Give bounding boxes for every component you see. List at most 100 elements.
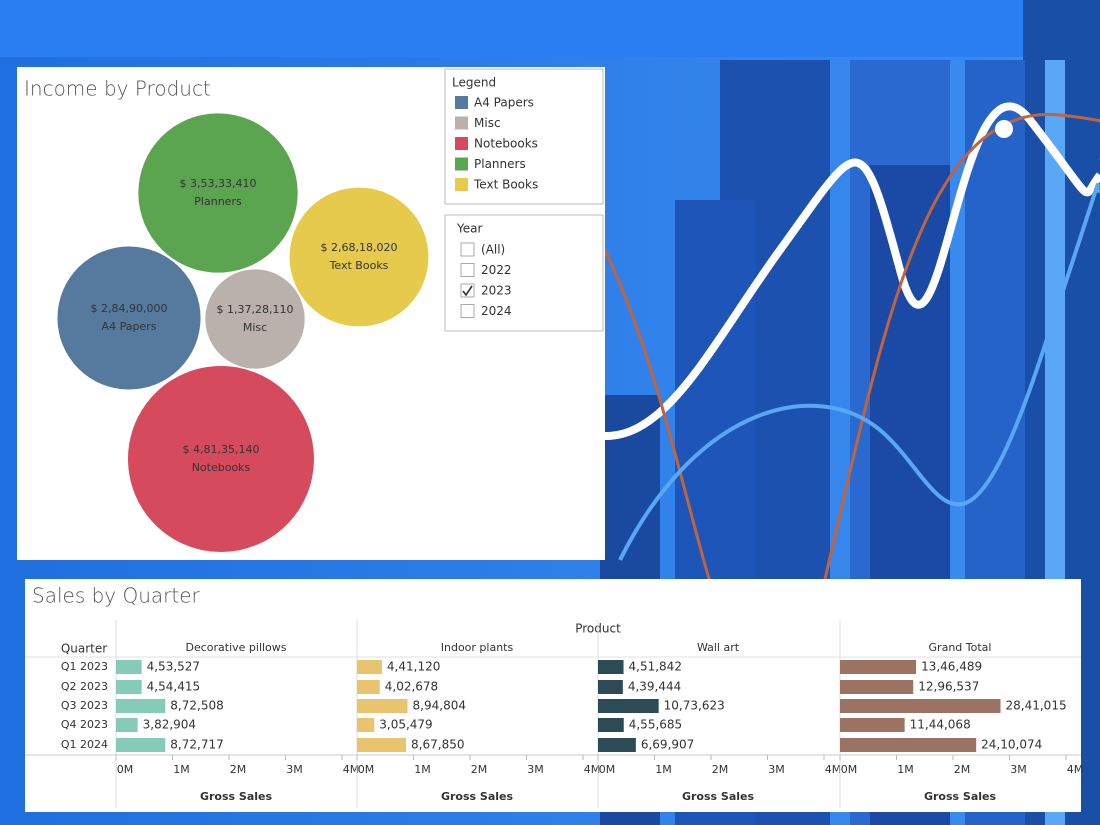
- x-tick-label: 0M: [841, 763, 858, 776]
- x-tick-label: 0M: [358, 763, 375, 776]
- bar: [598, 699, 659, 713]
- bubble: [205, 269, 305, 369]
- x-tick-label: 1M: [897, 763, 914, 776]
- checkbox[interactable]: [460, 242, 475, 257]
- legend-label: Notebooks: [474, 137, 538, 151]
- bubble-label: Notebooks: [192, 461, 251, 474]
- bubble-label: Planners: [194, 195, 242, 208]
- bar: [840, 718, 905, 732]
- bar: [116, 660, 142, 674]
- data-label: $ 3,53,33,410: [180, 177, 257, 190]
- data-label: 13,46,489: [921, 660, 982, 674]
- filter-option[interactable]: (All): [481, 243, 505, 257]
- data-label: 4,02,678: [385, 680, 438, 694]
- bar: [357, 738, 407, 752]
- legend-swatch: [455, 96, 468, 109]
- checkbox[interactable]: [460, 283, 475, 298]
- filter-option[interactable]: 2024: [481, 304, 512, 318]
- x-tick-label: 4M: [825, 763, 842, 776]
- data-label: 6,69,907: [641, 738, 694, 752]
- legend-title: Legend: [452, 76, 496, 90]
- legend-swatch: [455, 137, 468, 150]
- axis-title: Gross Sales: [200, 790, 273, 803]
- bar: [598, 718, 624, 732]
- axis-title: Gross Sales: [924, 790, 997, 803]
- bar: [116, 699, 166, 713]
- x-tick-label: 0M: [599, 763, 616, 776]
- legend-swatch: [455, 178, 468, 191]
- bar: [840, 680, 914, 694]
- data-label: 28,41,015: [1006, 699, 1067, 713]
- x-tick-label: 4M: [1067, 763, 1084, 776]
- x-tick-label: 2M: [230, 763, 247, 776]
- x-tick-label: 2M: [954, 763, 971, 776]
- bubble: [128, 366, 314, 552]
- x-tick-label: 4M: [584, 763, 601, 776]
- data-label: 4,53,527: [147, 660, 200, 674]
- x-tick-label: 3M: [768, 763, 785, 776]
- bar: [357, 718, 375, 732]
- bar: [357, 680, 380, 694]
- bar: [116, 718, 138, 732]
- filter-option[interactable]: 2023: [481, 284, 512, 298]
- legend-label: Indoor plants: [441, 641, 514, 654]
- checkmark: [462, 285, 473, 297]
- data-label: $ 1,37,28,110: [217, 303, 294, 316]
- bubble-label: Text Books: [329, 259, 389, 272]
- x-tick-label: 0M: [117, 763, 134, 776]
- legend-label: Text Books: [473, 178, 538, 192]
- sales-panel: Sales by Quarter Product Quarter: [25, 579, 1081, 812]
- bubble-label: Misc: [243, 321, 267, 334]
- data-label: 8,72,508: [170, 699, 223, 713]
- x-tick-label: 1M: [414, 763, 431, 776]
- row-label: Q1 2024: [61, 738, 108, 751]
- x-tick-label: 3M: [1010, 763, 1027, 776]
- bar: [598, 738, 636, 752]
- bubble: [289, 187, 429, 327]
- bar: [598, 680, 623, 694]
- row-header: Quarter: [61, 642, 107, 656]
- bar: [357, 660, 382, 674]
- bar: [840, 660, 917, 674]
- data-label: 3,05,479: [379, 718, 432, 732]
- data-label: 24,10,074: [981, 738, 1042, 752]
- legend-label: Decorative pillows: [185, 641, 286, 654]
- data-label: 4,55,685: [629, 718, 682, 732]
- x-tick-label: 1M: [655, 763, 672, 776]
- data-label: 8,67,850: [411, 738, 464, 752]
- data-label: 11,44,068: [910, 718, 971, 732]
- filter-title: Year: [456, 222, 482, 236]
- chart-title: Sales by Quarter: [32, 584, 201, 608]
- data-label: 8,94,804: [413, 699, 466, 713]
- filter-option[interactable]: 2022: [481, 263, 512, 277]
- legend-label: Misc: [474, 116, 501, 130]
- bar: [116, 738, 166, 752]
- checkbox[interactable]: [460, 263, 475, 277]
- legend-label: A4 Papers: [474, 96, 534, 110]
- bar: [357, 699, 408, 713]
- legend-swatch: [455, 157, 468, 171]
- bubble: [138, 113, 298, 273]
- data-label: 4,51,842: [629, 660, 682, 674]
- data-label: 4,54,415: [147, 680, 200, 694]
- bubble: [57, 246, 201, 390]
- x-tick-label: 2M: [712, 763, 729, 776]
- data-label: 3,82,904: [143, 718, 196, 732]
- axis-title: Gross Sales: [682, 790, 755, 803]
- data-label: 12,96,537: [918, 680, 979, 694]
- row-label: Q4 2023: [61, 718, 108, 731]
- row-label: Q1 2023: [61, 660, 108, 673]
- data-label: $ 2,68,18,020: [321, 241, 398, 254]
- legend-label: Planners: [474, 157, 526, 171]
- checkbox[interactable]: [460, 304, 475, 318]
- legend-label: Grand Total: [929, 641, 992, 654]
- bar: [116, 680, 142, 694]
- x-tick-label: 3M: [527, 763, 544, 776]
- data-label: $ 2,84,90,000: [91, 302, 168, 315]
- legend-swatch: [455, 116, 468, 130]
- bar: [598, 660, 624, 674]
- x-tick-label: 4M: [343, 763, 360, 776]
- data-label: $ 4,81,35,140: [183, 443, 260, 456]
- row-label: Q2 2023: [61, 680, 108, 693]
